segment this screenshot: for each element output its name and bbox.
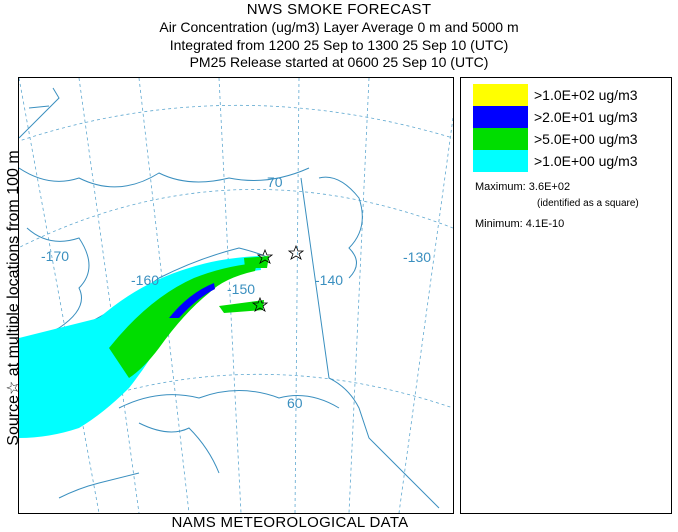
coastlines bbox=[19, 87, 440, 509]
legend-label: >5.0E+00 ug/m3 bbox=[534, 131, 638, 147]
legend-maximum-note: (identified as a square) bbox=[537, 198, 639, 209]
source-star-icon bbox=[256, 248, 274, 264]
coast-bering-west bbox=[26, 227, 90, 339]
legend-item-blue: >2.0E+01 ug/m3 bbox=[473, 106, 638, 128]
plume-blue bbox=[169, 283, 215, 318]
legend-panel: >1.0E+02 ug/m3 >2.0E+01 ug/m3 >5.0E+00 u… bbox=[460, 77, 672, 514]
lat-label-70: 70 bbox=[267, 174, 283, 190]
legend-item-green: >5.0E+00 ug/m3 bbox=[473, 128, 638, 150]
lat-line-75 bbox=[19, 104, 453, 142]
coast-siberia-north bbox=[19, 87, 60, 139]
lon-line-140 bbox=[294, 78, 300, 513]
plume-green-source bbox=[244, 256, 269, 268]
map-title: NWS SMOKE FORECAST bbox=[246, 1, 432, 18]
lon-line-150 bbox=[218, 78, 242, 513]
source-markers bbox=[251, 244, 305, 312]
smoke-map: 70 60 -170 -160 -150 -140 -130 bbox=[19, 78, 453, 513]
plume-green bbox=[109, 263, 257, 378]
legend-swatch bbox=[473, 84, 528, 106]
coast-gulf-of-alaska bbox=[118, 390, 340, 409]
subtitle-release: PM25 Release started at 0600 25 Sep 10 (… bbox=[189, 54, 489, 70]
coast-kenai bbox=[138, 422, 220, 474]
coast-arctic bbox=[19, 167, 310, 188]
map-panel: 70 60 -170 -160 -150 -140 -130 bbox=[18, 77, 454, 514]
legend-swatch bbox=[473, 150, 528, 172]
legend-maximum: Maximum: 3.6E+02 bbox=[475, 181, 571, 193]
data-source-footer: NAMS METEOROLOGICAL DATA bbox=[171, 514, 409, 531]
lon-line-175 bbox=[19, 78, 100, 513]
coast-aleutians bbox=[58, 472, 140, 499]
lon-line-165 bbox=[78, 78, 140, 513]
lon-label-130: -130 bbox=[403, 249, 431, 265]
plume-green-south bbox=[219, 300, 264, 313]
legend-swatch bbox=[473, 106, 528, 128]
coast-canada-arctic bbox=[318, 176, 363, 279]
subtitle-concentration: Air Concentration (ug/m3) Layer Average … bbox=[159, 19, 519, 35]
lon-label-150: -150 bbox=[227, 281, 255, 297]
lon-label-160: -160 bbox=[131, 272, 159, 288]
legend-label: >2.0E+01 ug/m3 bbox=[534, 109, 638, 125]
lat-line-70 bbox=[19, 189, 453, 249]
source-star-icon bbox=[287, 244, 305, 260]
legend-item-yellow: >1.0E+02 ug/m3 bbox=[473, 84, 638, 106]
lon-label-170: -170 bbox=[41, 248, 69, 264]
legend-label: >1.0E+00 ug/m3 bbox=[534, 153, 638, 169]
source-star-icon bbox=[251, 296, 269, 312]
legend-item-cyan: >1.0E+00 ug/m3 bbox=[473, 150, 638, 172]
legend-label: >1.0E+02 ug/m3 bbox=[534, 87, 638, 103]
lon-label-140: -140 bbox=[315, 272, 343, 288]
subtitle-integration: Integrated from 1200 25 Sep to 1300 25 S… bbox=[169, 37, 509, 53]
plume-cyan-west bbox=[19, 373, 79, 433]
smoke-plume bbox=[19, 256, 269, 438]
lon-line-135 bbox=[348, 78, 370, 513]
border-alaska-canada bbox=[300, 177, 440, 509]
legend-minimum: Minimum: 4.1E-10 bbox=[475, 218, 565, 230]
lon-line-130 bbox=[398, 117, 453, 513]
legend-swatch bbox=[473, 128, 528, 150]
lat-label-60: 60 bbox=[287, 395, 303, 411]
